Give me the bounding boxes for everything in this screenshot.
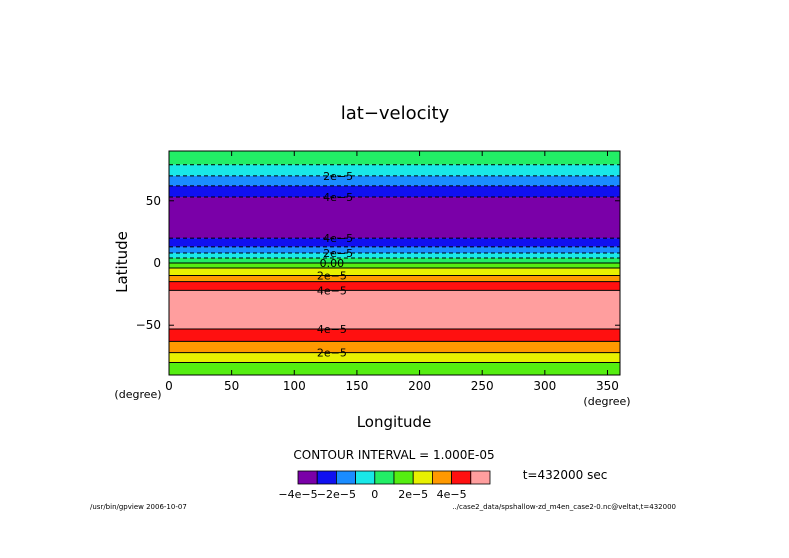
colorbar-tick-label-2: 0 [371,488,378,501]
contour-band-17 [169,362,620,375]
contour-label-text-7: 4e−5 [317,323,347,336]
colorbar-tick-label-0: −4e−5 [278,488,317,501]
contour-band-15 [169,341,620,353]
contour-interval-label: CONTOUR INTERVAL = 1.000E-05 [293,448,494,462]
contour-label-3: 2e−5 [323,247,353,260]
x-tick-label-1: 50 [224,379,239,393]
contour-band-12 [169,281,620,291]
contour-label-text-5: 2e−5 [317,269,347,282]
x-axis-unit: (degree) [583,395,630,408]
contour-band-7 [169,253,620,259]
y-axis-label: Latitude [113,231,131,293]
chart-title: lat−velocity [341,103,450,124]
contour-band-11 [169,275,620,282]
contour-label-7: 4e−5 [317,323,347,336]
x-axis-label: Longitude [357,413,432,431]
colorbar-swatch-7 [431,470,452,485]
colorbar-tick-labels: −4e−5 −2e−5 0 2e−5 4e−5 [278,488,466,501]
colorbar-swatch-8 [451,470,472,485]
contour-lines [169,164,620,364]
contour-label-6: 4e−5 [317,284,347,297]
contour-label-4: 0.00 [320,257,345,270]
colorbar-swatch-5 [393,470,414,485]
contour-label-5: 2e−5 [317,269,347,282]
contour-label-2: 4e−5 [323,232,353,245]
contour-label-8: 2e−5 [317,347,347,360]
colorbar-tick-label-1: −2e−5 [317,488,356,501]
colorbar-swatch-3 [355,470,376,485]
contour-band-14 [169,328,620,342]
x-tick-label-0: 0 [165,379,173,393]
x-tick-label-5: 250 [471,379,494,393]
contour-label-text-4: 0.00 [320,257,345,270]
x-tick-label-3: 150 [345,379,368,393]
contour-band-13 [169,290,620,329]
colorbar [297,470,491,485]
colorbar-swatch-2 [335,470,356,485]
y-tick-label-0: 50 [146,194,161,208]
colorbar-swatch-4 [374,470,395,485]
contour-fill-bands [169,151,620,375]
contour-label-text-3: 2e−5 [323,247,353,260]
contour-band-16 [169,352,620,363]
contour-band-6 [169,246,620,254]
colorbar-tick-label-3: 2e−5 [398,488,428,501]
contour-label-1: 4e−5 [323,191,353,204]
colorbar-swatch-1 [316,470,337,485]
contour-label-text-1: 4e−5 [323,191,353,204]
x-tick-label-6: 300 [533,379,556,393]
contour-label-text-0: 2e−5 [323,170,353,183]
contour-label-0: 2e−5 [323,170,353,183]
colorbar-swatch-0 [297,470,318,485]
contour-band-9 [169,263,620,268]
footer-right: ../case2_data/spshallow-zd_m4en_case2-0.… [452,503,676,511]
contour-label-text-2: 4e−5 [323,232,353,245]
x-tick-label-7: 350 [596,379,619,393]
contour-band-3 [169,185,620,198]
contour-label-text-6: 4e−5 [317,284,347,297]
colorbar-swatch-9 [470,470,491,485]
y-tick-label-2: −50 [136,318,161,332]
x-tick-label-4: 200 [408,379,431,393]
y-tick-label-1: 0 [153,256,161,270]
contour-band-1 [169,164,620,176]
contour-band-4 [169,197,620,239]
contour-band-10 [169,267,620,276]
colorbar-tick-label-4: 4e−5 [437,488,467,501]
contour-band-5 [169,238,620,247]
y-axis-unit: (degree) [114,388,161,401]
footer-left: /usr/bin/gpview 2006-10-07 [90,503,187,511]
x-tick-label-2: 100 [283,379,306,393]
contour-band-8 [169,258,620,263]
time-label: t=432000 sec [523,468,608,482]
contour-band-2 [169,175,620,186]
contour-band-0 [169,151,620,165]
contour-label-text-8: 2e−5 [317,347,347,360]
axes: 0 50 100 150 200 250 300 350 50 0 −50 [136,151,620,393]
colorbar-swatch-6 [412,470,433,485]
